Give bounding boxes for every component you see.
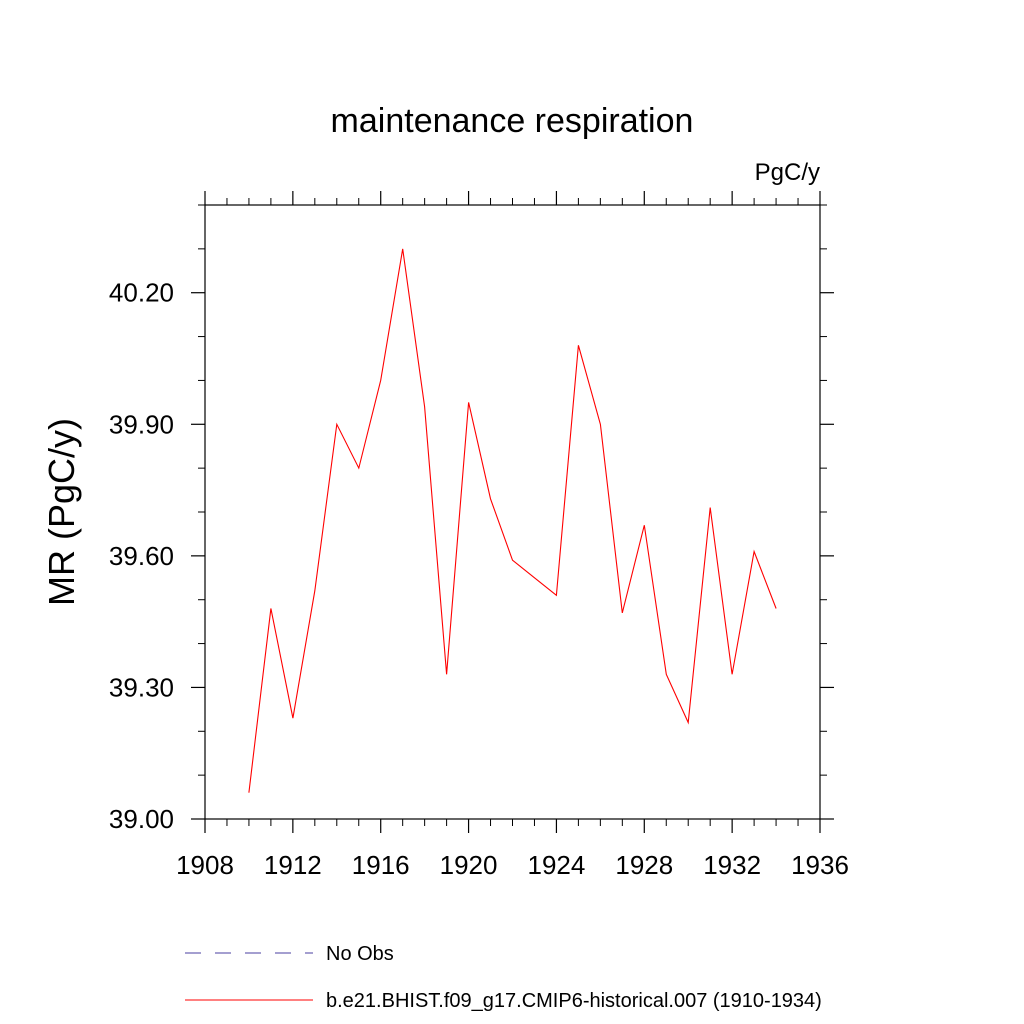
series-layer bbox=[248, 248, 777, 793]
axis-ticks bbox=[191, 191, 834, 833]
y-tick-label: 39.00 bbox=[109, 804, 174, 834]
tick-labels: 1908 1912 1916 1920 1924 1928 1932 1936 39.00 39.… bbox=[109, 278, 849, 880]
y-axis-label: MR (PgC/y) bbox=[41, 418, 82, 606]
x-tick-label: 1912 bbox=[264, 850, 322, 880]
plot-frame bbox=[204, 204, 821, 820]
legend-label: No Obs bbox=[326, 943, 394, 965]
x-tick-label: 1920 bbox=[440, 850, 498, 880]
y-tick-label: 40.20 bbox=[109, 278, 174, 308]
chart-title: maintenance respiration bbox=[331, 102, 694, 140]
legend: No Obs b.e21.BHIST.f09_g17.CMIP6-historic… bbox=[185, 943, 822, 1012]
y-tick-label: 39.60 bbox=[109, 541, 174, 571]
legend-label: b.e21.BHIST.f09_g17.CMIP6-historical.007… bbox=[326, 990, 822, 1012]
x-tick-label: 1928 bbox=[615, 850, 673, 880]
x-tick-label: 1908 bbox=[176, 850, 234, 880]
x-tick-label: 1936 bbox=[791, 850, 849, 880]
x-tick-label: 1924 bbox=[528, 850, 586, 880]
y-tick-label: 39.90 bbox=[109, 409, 174, 439]
x-tick-label: 1932 bbox=[703, 850, 761, 880]
unit-label: PgC/y bbox=[755, 159, 820, 186]
y-tick-label: 39.30 bbox=[109, 672, 174, 702]
x-tick-label: 1916 bbox=[352, 850, 410, 880]
series-line bbox=[248, 248, 777, 793]
